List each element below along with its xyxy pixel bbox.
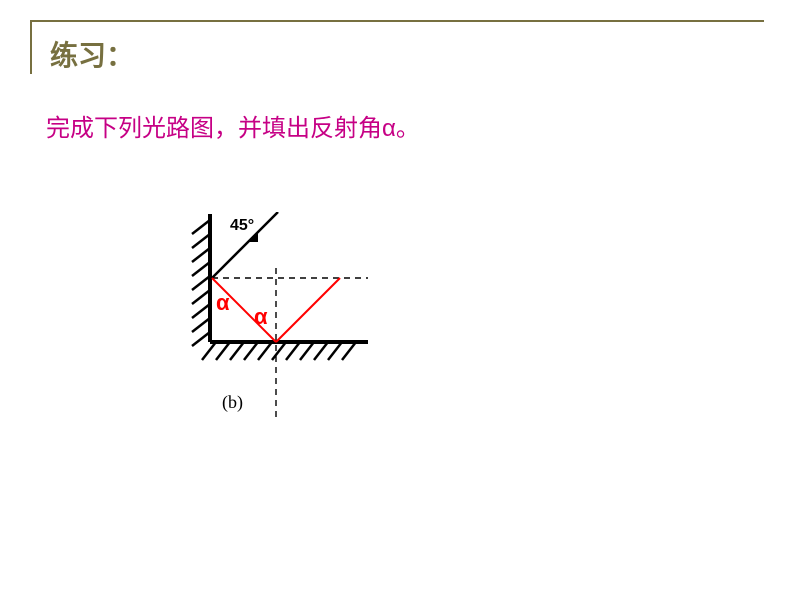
frame-top-border <box>30 20 764 22</box>
frame-left-border <box>30 22 32 74</box>
alpha-label-1: α <box>216 290 230 316</box>
exercise-prompt: 完成下列光路图，并填出反射角α。 <box>46 108 420 143</box>
alpha-label-2: α <box>254 304 268 330</box>
light-path-diagram: 45° <box>188 212 388 442</box>
angle-45-label: 45° <box>230 217 254 234</box>
exercise-title: 练习： <box>50 34 134 74</box>
diagram-caption-b: (b) <box>222 392 243 413</box>
